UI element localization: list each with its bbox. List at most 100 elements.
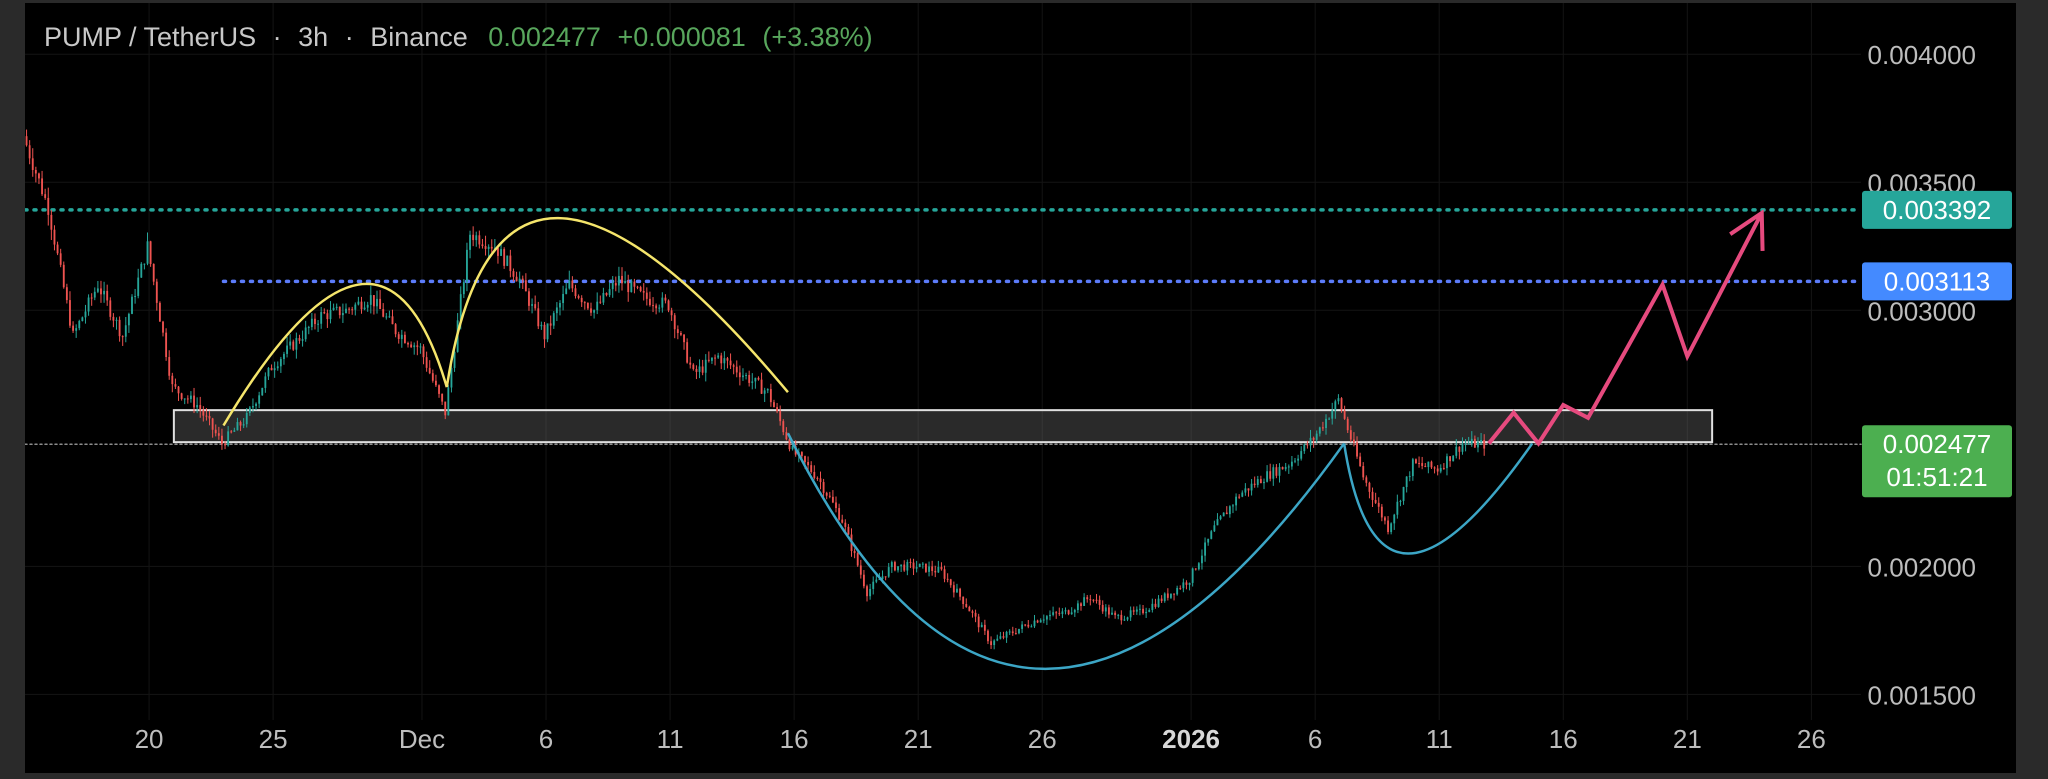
candle-body (630, 281, 633, 293)
candle-body (1132, 610, 1135, 612)
dome-curve-right (445, 216, 789, 394)
candle-body (1387, 520, 1389, 533)
candle-body (87, 297, 90, 312)
candle-body (1238, 496, 1241, 498)
candle-body (1117, 614, 1120, 616)
candle-body (565, 288, 568, 294)
candle-body (90, 297, 93, 299)
candle-body (748, 374, 751, 383)
candle-body (326, 313, 329, 320)
candle-body (528, 291, 530, 306)
candle-body (1201, 555, 1203, 564)
candle-body (819, 478, 822, 483)
chart-frame: 0.004000 0.003500 0.003000 0.002000 0.001500… (25, 3, 2016, 773)
x-axis-tick-label: 11 (657, 724, 684, 754)
candle-body (1464, 443, 1467, 445)
candle-body (810, 465, 813, 472)
candle-body (838, 508, 841, 520)
candle-body (1393, 514, 1396, 524)
candle-body (1321, 427, 1324, 429)
candle-body (289, 341, 292, 346)
timeframe-label[interactable]: 3h (298, 22, 329, 52)
candle-body (729, 360, 732, 366)
candle-body (769, 389, 772, 403)
candle-body (252, 406, 254, 408)
candle-body (1278, 467, 1281, 476)
candle-body (140, 263, 143, 278)
candle-body (459, 294, 462, 321)
candle-body (397, 334, 400, 339)
candle-body (1194, 568, 1197, 570)
candle-body (555, 307, 558, 314)
candle-body (354, 304, 357, 310)
candle-body (1142, 608, 1144, 614)
candle-body (549, 323, 552, 326)
candle-body (1284, 466, 1287, 470)
candle-body (546, 323, 549, 340)
candle-body (856, 553, 859, 566)
candle-body (1297, 458, 1300, 461)
y-axis-tick-label: 0.001500 (1868, 680, 1976, 710)
candle-body (822, 482, 825, 493)
candle-body (704, 359, 707, 373)
candle-body (41, 178, 43, 195)
symbol-name[interactable]: PUMP / TetherUS (44, 22, 257, 52)
candle-body (512, 271, 515, 277)
candle-body (987, 630, 989, 642)
candle-body (1151, 603, 1154, 610)
candle-body (1244, 488, 1247, 493)
candle-body (692, 364, 695, 369)
candle-body (1473, 438, 1476, 448)
candle-body (168, 357, 171, 376)
candle-body (664, 297, 667, 301)
candle-body (853, 550, 856, 554)
candle-body (602, 293, 605, 303)
candle-body (977, 616, 980, 628)
candle-body (683, 334, 685, 343)
candle-body (1362, 466, 1365, 478)
candle-body (298, 338, 301, 341)
candle-body (717, 355, 720, 358)
candle-body (239, 422, 242, 426)
y-axis-tick-label: 0.003000 (1868, 296, 1976, 326)
exchange-label: Binance (370, 22, 468, 52)
candle-body (1421, 463, 1424, 466)
candle-body (314, 318, 316, 325)
candle-body (329, 309, 332, 320)
candle-body (1179, 587, 1182, 589)
candle-body (673, 315, 676, 330)
candle-body (214, 429, 217, 434)
candle-body (279, 359, 282, 367)
candle-body (847, 526, 850, 535)
x-axis-tick-label: 6 (539, 724, 553, 754)
chart-canvas[interactable]: 0.0040000.0035000.0030000.0020000.001500… (25, 3, 2016, 773)
candle-body (943, 569, 946, 579)
candle-body (81, 317, 84, 322)
candle-body (1101, 604, 1104, 612)
candle-body (1253, 483, 1256, 485)
candle-body (1036, 620, 1039, 623)
candle-body (862, 574, 865, 587)
candle-body (469, 234, 471, 250)
candle-body (171, 375, 174, 385)
candle-body (534, 304, 537, 309)
x-axis-tick-label: 21 (904, 724, 933, 754)
candle-body (497, 247, 499, 256)
candle-body (543, 324, 546, 340)
candle-body (1458, 446, 1461, 452)
candle-body (937, 567, 940, 573)
candle-body (124, 325, 127, 337)
candle-body (1337, 398, 1340, 402)
candle-body (283, 353, 285, 360)
candle-body (422, 346, 425, 358)
candle-body (481, 244, 484, 247)
candle-body (676, 329, 679, 334)
candle-body (146, 241, 149, 264)
candle-body (31, 158, 34, 170)
candle-body (965, 603, 968, 607)
candle-body (831, 496, 834, 503)
candle-body (320, 312, 323, 324)
candle-body (1325, 418, 1327, 429)
cup-curve (786, 432, 1346, 670)
candle-body (1415, 459, 1417, 464)
